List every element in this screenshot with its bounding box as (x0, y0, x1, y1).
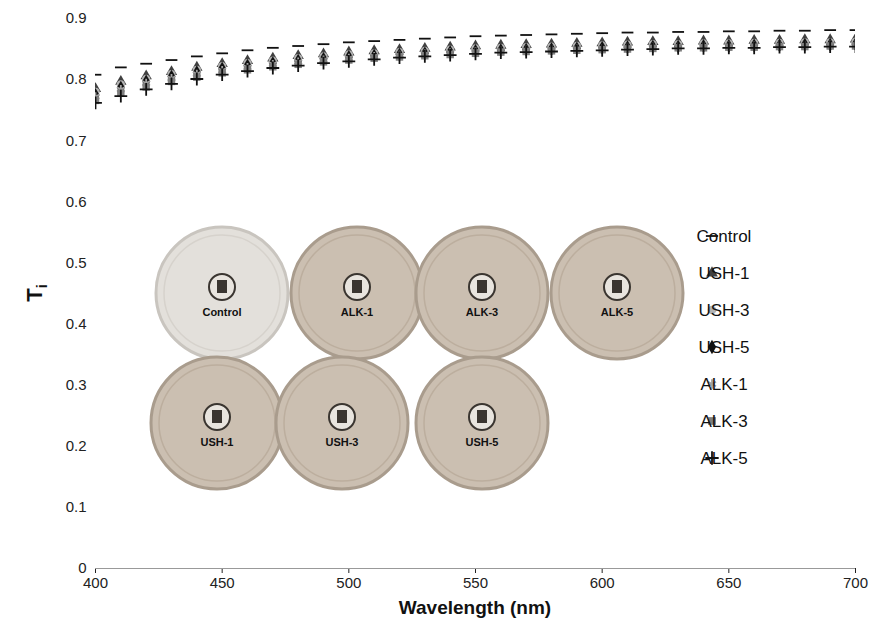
svg-text:USH-3: USH-3 (325, 436, 358, 448)
svg-text:0.9: 0.9 (66, 9, 87, 26)
svg-text:0.4: 0.4 (66, 315, 87, 332)
svg-text:550: 550 (463, 574, 488, 591)
svg-text:0.2: 0.2 (66, 437, 87, 454)
svg-text:Wavelength (nm): Wavelength (nm) (399, 597, 551, 618)
svg-text:USH-3: USH-3 (698, 301, 749, 320)
svg-text:500: 500 (336, 574, 361, 591)
svg-text:0.6: 0.6 (66, 193, 87, 210)
svg-text:0.8: 0.8 (66, 70, 87, 87)
svg-text:USH-5: USH-5 (698, 338, 749, 357)
svg-text:USH-1: USH-1 (200, 436, 233, 448)
svg-text:Control: Control (697, 227, 752, 246)
svg-text:0.3: 0.3 (66, 376, 87, 393)
svg-text:USH-1: USH-1 (698, 264, 749, 283)
svg-text:600: 600 (590, 574, 615, 591)
svg-text:ALK-5: ALK-5 (700, 449, 747, 468)
svg-text:0.1: 0.1 (66, 498, 87, 515)
svg-text:0.7: 0.7 (66, 132, 87, 149)
svg-text:ALK-1: ALK-1 (341, 306, 373, 318)
svg-text:0: 0 (78, 559, 87, 577)
svg-text:ALK-1: ALK-1 (700, 375, 747, 394)
svg-text:400: 400 (83, 574, 108, 591)
svg-text:ALK-3: ALK-3 (700, 412, 747, 431)
svg-text:ALK-3: ALK-3 (466, 306, 498, 318)
svg-text:ALK-5: ALK-5 (601, 306, 633, 318)
svg-text:650: 650 (716, 574, 741, 591)
svg-text:Ti: Ti (22, 284, 50, 301)
svg-text:700: 700 (843, 574, 868, 591)
svg-text:0.5: 0.5 (66, 254, 87, 271)
svg-text:Control: Control (202, 306, 241, 318)
svg-text:USH-5: USH-5 (465, 436, 498, 448)
svg-text:450: 450 (210, 574, 235, 591)
